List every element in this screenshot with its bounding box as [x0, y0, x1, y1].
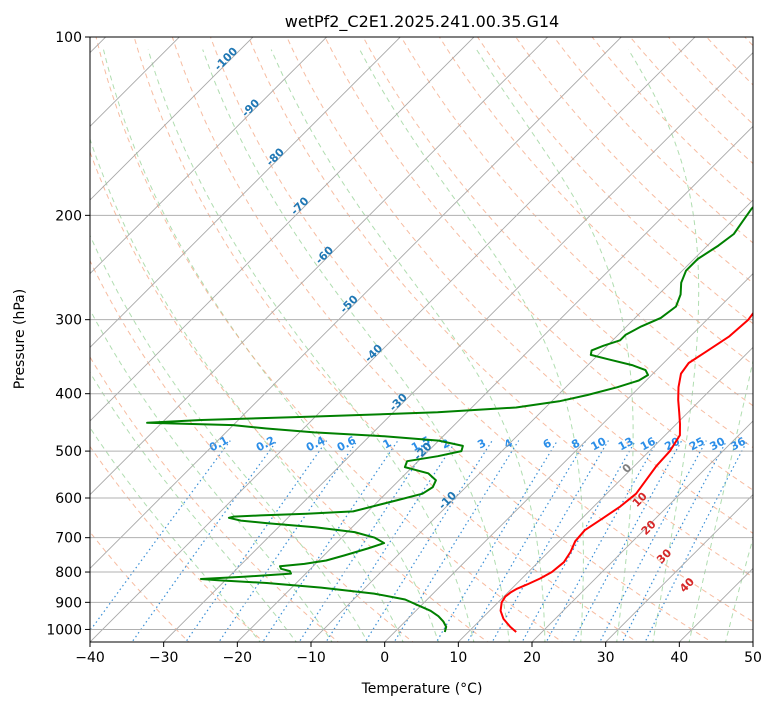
dry-adiabat-line: [248, 37, 753, 578]
dry-adiabat-line: [362, 37, 753, 449]
isotherm-line: [90, 37, 696, 642]
isotherm-line: [457, 346, 753, 642]
x-axis-label: Temperature (°C): [361, 681, 483, 697]
dry-adiabat-line: [591, 37, 753, 204]
mixing-ratio-label: 25: [687, 435, 707, 454]
plot-frame: [89, 36, 754, 643]
moist-adiabat-line: [103, 49, 440, 642]
mixing-ratio-line: [621, 440, 728, 642]
y-tick-label: 500: [55, 444, 82, 460]
y-tick-label: 700: [55, 531, 82, 547]
x-tick-label: 0: [380, 650, 389, 666]
y-tick-label: 600: [55, 491, 82, 507]
isotherm-line: [90, 37, 328, 275]
dry-adiabat-line: [400, 37, 753, 407]
isotherm-line: [90, 37, 180, 127]
isotherm-line: [90, 37, 254, 201]
moist-adiabat-line: [627, 49, 700, 642]
dry-adiabat-line: [90, 150, 489, 642]
mixing-ratio-line: [572, 440, 683, 642]
mixing-ratio-line: [364, 440, 493, 642]
isotherm-line: [163, 52, 753, 642]
dry-adiabat-line: [515, 37, 753, 284]
dry-adiabat-line: [90, 259, 414, 642]
chart-title: wetPf2_C2E1.2025.241.00.35.G14: [285, 12, 559, 32]
isotherm-line: [384, 273, 753, 642]
y-tick-label: 300: [55, 313, 82, 329]
x-axis: −40 −30 −20 −10 0 10 20 30 40 50: [75, 642, 762, 666]
y-tick-label: 1000: [46, 622, 82, 638]
mixing-ratio-label: 13: [616, 435, 636, 454]
mixing-ratio-label: 10: [589, 435, 609, 454]
mixing-ratio-line: [644, 440, 748, 642]
y-tick-label: 400: [55, 387, 82, 403]
y-axis: 100 200 300 400 500 600 700 800 900 1000: [46, 30, 90, 638]
dry-adiabat-line: [438, 37, 753, 366]
moist-adiabat-line: [359, 49, 584, 642]
mixing-ratio-label: 16: [638, 435, 658, 454]
mixing-ratio-line: [90, 440, 231, 632]
x-tick-label: 50: [744, 650, 762, 666]
mixing-ratio-label: 36: [728, 435, 748, 454]
dry-adiabat-line: [324, 37, 753, 491]
isotherm-line: [531, 420, 753, 642]
x-tick-label: −20: [223, 650, 253, 666]
moist-adiabat-line: [202, 49, 510, 642]
series-line: [146, 205, 753, 633]
mixing-ratio-label: 30: [708, 435, 728, 454]
mixing-ratio-line: [599, 440, 707, 642]
isotherm-line: [605, 494, 753, 642]
isotherm-line: [90, 37, 475, 422]
isotherm-lines: [90, 37, 753, 642]
isotherm-line: [90, 37, 401, 348]
x-tick-label: 30: [597, 650, 615, 666]
mixing-ratio-line: [185, 440, 328, 642]
dry-adiabats: [90, 37, 753, 642]
sounding-series: [146, 205, 753, 633]
dry-adiabat-line: [629, 37, 753, 165]
dry-adiabat-line: [553, 37, 753, 244]
x-tick-label: −30: [149, 650, 179, 666]
moist-adiabat-line: [90, 371, 297, 642]
dry-adiabat-line: [476, 37, 753, 325]
isotherm-line: [310, 199, 753, 642]
x-tick-label: 40: [670, 650, 688, 666]
isobar-gridlines: [90, 37, 753, 630]
x-tick-label: 10: [449, 650, 467, 666]
dry-adiabat-line: [171, 37, 713, 642]
y-tick-label: 200: [55, 208, 82, 224]
y-axis-label: Pressure (hPa): [12, 289, 28, 389]
y-tick-label: 100: [55, 30, 82, 46]
dry-adiabat-line: [133, 37, 638, 642]
series-line: [499, 311, 753, 633]
isotherm-line: [236, 125, 753, 642]
y-tick-label: 800: [55, 565, 82, 581]
mixing-ratio-line: [521, 440, 637, 642]
mixing-ratio-line: [545, 440, 659, 642]
x-tick-label: 20: [523, 650, 541, 666]
isotherm-line: [90, 37, 549, 496]
x-tick-label: −40: [75, 650, 105, 666]
moist-adiabat-line: [147, 49, 475, 642]
x-tick-label: −10: [296, 650, 326, 666]
mixing-ratio-line: [218, 440, 358, 642]
y-tick-label: 900: [55, 595, 82, 611]
isotherm-line: [90, 37, 622, 569]
moist-adiabat-line: [476, 49, 634, 642]
dry-adiabat-line: [90, 445, 265, 642]
dry-adiabat-line: [209, 37, 753, 623]
dry-adiabat-line: [286, 37, 753, 534]
moist-adiabat-line: [270, 49, 546, 642]
mixing-ratio-line: [435, 440, 558, 642]
